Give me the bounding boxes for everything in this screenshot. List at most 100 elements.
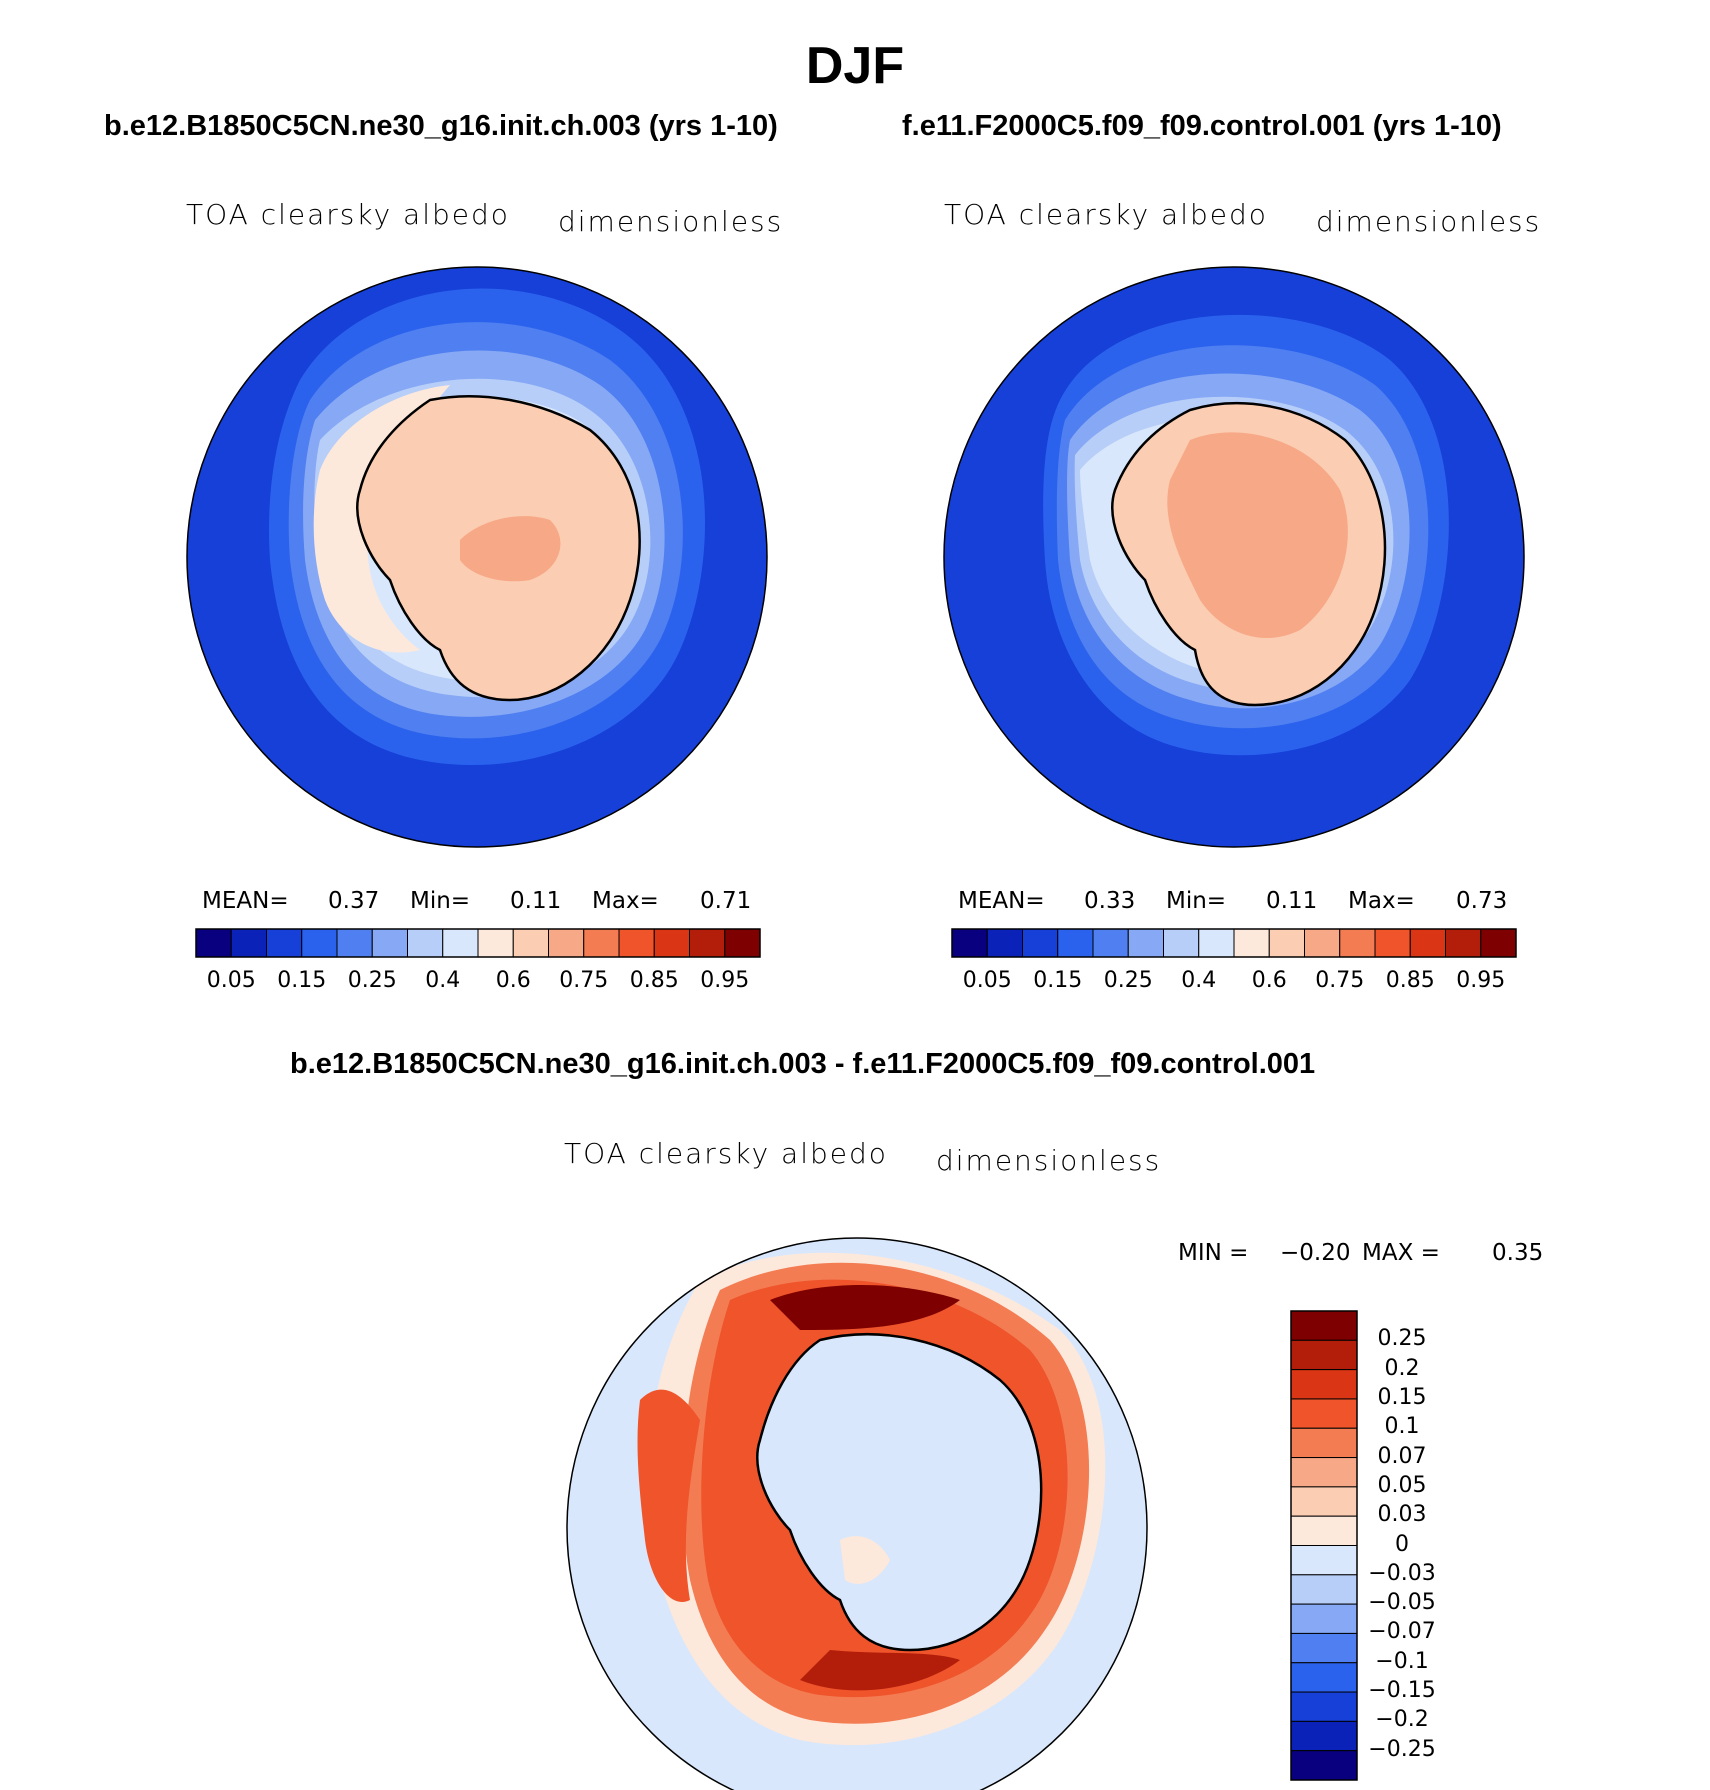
- colorbar-swatch: [1409, 928, 1446, 958]
- diff-colorbar: [1290, 1310, 1358, 1781]
- left-units-label: dimensionless: [558, 205, 784, 238]
- colorbar-swatch: [1445, 928, 1482, 958]
- diff-max-value: 0.35: [1492, 1240, 1544, 1266]
- colorbar-swatch: [1022, 928, 1059, 958]
- colorbar-swatch: [195, 928, 232, 958]
- colorbar-swatch: [724, 928, 761, 958]
- colorbar-tick-label: 0.2: [1384, 1355, 1420, 1381]
- colorbar-swatch: [1290, 1574, 1358, 1605]
- left-variable-label: TOA clearsky albedo: [186, 198, 510, 231]
- colorbar-tick-label: 0.15: [1377, 1384, 1427, 1410]
- colorbar-swatch: [1290, 1603, 1358, 1634]
- colorbar-swatch: [442, 928, 479, 958]
- colorbar-tick-label: 0.95: [1456, 968, 1506, 993]
- diff-min-value: −0.20: [1280, 1240, 1351, 1266]
- left-case-title: b.e12.B1850C5CN.ne30_g16.init.ch.003 (yr…: [104, 110, 778, 142]
- left-map-border: [186, 266, 768, 848]
- colorbar-swatch: [548, 928, 585, 958]
- colorbar-swatch: [1480, 928, 1517, 958]
- diff-units-label: dimensionless: [936, 1144, 1162, 1177]
- colorbar-swatch: [407, 928, 444, 958]
- right-colorbar-ticks: 0.05 0.15 0.25 0.4 0.6 0.75 0.85 0.95: [952, 968, 1516, 998]
- colorbar-tick-label: 0.25: [347, 968, 397, 993]
- colorbar-swatch: [301, 928, 338, 958]
- colorbar-swatch: [1290, 1486, 1358, 1517]
- colorbar-tick-label: 0.03: [1377, 1502, 1427, 1528]
- colorbar-swatch: [1290, 1545, 1358, 1576]
- colorbar-swatch: [689, 928, 726, 958]
- colorbar-tick-label: 0.05: [206, 968, 256, 993]
- colorbar-swatch: [1290, 1310, 1358, 1341]
- colorbar-tick-label: 0.25: [1377, 1326, 1427, 1352]
- colorbar-tick-label: 0.25: [1103, 968, 1153, 993]
- diff-colorbar-ticks: 0.25 0.2 0.15 0.1 0.07 0.05 0.03 0 −0.03 −0.05 −0.…: [1362, 1311, 1512, 1780]
- diff-min-label: MIN =: [1178, 1240, 1249, 1266]
- colorbar-tick-label: 0: [1395, 1531, 1409, 1557]
- left-min-label: Min=: [410, 888, 471, 914]
- colorbar-swatch: [336, 928, 373, 958]
- colorbar-swatch: [1339, 928, 1376, 958]
- colorbar-tick-label: 0.1: [1384, 1414, 1420, 1440]
- colorbar-tick-label: 0.85: [629, 968, 679, 993]
- colorbar-border: [951, 928, 1517, 958]
- colorbar-swatch: [951, 928, 988, 958]
- diff-map-border: [566, 1237, 1148, 1790]
- colorbar-border: [195, 928, 761, 958]
- colorbar-swatch: [477, 928, 514, 958]
- left-colorbar-ticks: 0.05 0.15 0.25 0.4 0.6 0.75 0.85 0.95: [196, 968, 760, 998]
- colorbar-tick-label: −0.07: [1368, 1619, 1436, 1645]
- colorbar-tick-label: 0.4: [1181, 968, 1217, 993]
- colorbar-swatch: [1304, 928, 1341, 958]
- colorbar-swatch: [266, 928, 303, 958]
- colorbar-swatch: [1290, 1662, 1358, 1693]
- main-title: DJF: [805, 37, 905, 95]
- colorbar-swatch: [653, 928, 690, 958]
- right-colorbar: [951, 928, 1517, 958]
- left-min-value: 0.11: [510, 888, 562, 914]
- colorbar-tick-label: 0.75: [1315, 968, 1365, 993]
- colorbar-swatch: [1092, 928, 1129, 958]
- colorbar-swatch: [1198, 928, 1235, 958]
- colorbar-swatch: [1268, 928, 1305, 958]
- right-min-label: Min=: [1166, 888, 1227, 914]
- colorbar-swatch: [1163, 928, 1200, 958]
- colorbar-tick-label: 0.15: [277, 968, 327, 993]
- right-map-border: [943, 266, 1525, 848]
- colorbar-swatch: [1290, 1691, 1358, 1722]
- left-max-value: 0.71: [700, 888, 752, 914]
- colorbar-swatch: [1290, 1720, 1358, 1752]
- left-max-label: Max=: [592, 888, 659, 914]
- left-mean-value: 0.37: [328, 888, 380, 914]
- colorbar-swatch: [1290, 1750, 1358, 1781]
- colorbar-tick-label: 0.6: [495, 968, 531, 993]
- colorbar-swatch: [1290, 1339, 1358, 1371]
- colorbar-swatch: [583, 928, 620, 958]
- left-mean-label: MEAN=: [202, 888, 289, 914]
- colorbar-swatch: [1290, 1515, 1358, 1546]
- colorbar-swatch: [1290, 1369, 1358, 1400]
- colorbar-swatch: [1057, 928, 1094, 958]
- colorbar-swatch: [618, 928, 655, 958]
- right-max-label: Max=: [1348, 888, 1415, 914]
- colorbar-tick-label: −0.05: [1368, 1590, 1436, 1616]
- colorbar-tick-label: 0.07: [1377, 1443, 1427, 1469]
- diff-max-label: MAX =: [1362, 1240, 1440, 1266]
- colorbar-tick-label: −0.1: [1375, 1648, 1429, 1674]
- colorbar-swatch: [371, 928, 408, 958]
- colorbar-swatch: [1374, 928, 1411, 958]
- left-colorbar: [195, 928, 761, 958]
- colorbar-tick-label: −0.25: [1368, 1736, 1436, 1762]
- diff-title: b.e12.B1850C5CN.ne30_g16.init.ch.003 - f…: [290, 1048, 1316, 1080]
- colorbar-tick-label: 0.15: [1033, 968, 1083, 993]
- colorbar-swatch: [1127, 928, 1164, 958]
- colorbar-swatch: [986, 928, 1023, 958]
- left-map: [187, 267, 767, 847]
- colorbar-swatch: [1290, 1632, 1358, 1664]
- colorbar-swatch: [512, 928, 549, 958]
- right-case-title: f.e11.F2000C5.f09_f09.control.001 (yrs 1…: [902, 110, 1502, 142]
- colorbar-tick-label: 0.85: [1385, 968, 1435, 993]
- colorbar-swatch: [1290, 1398, 1358, 1429]
- colorbar-swatch: [1290, 1427, 1358, 1459]
- diff-variable-label: TOA clearsky albedo: [564, 1137, 888, 1170]
- colorbar-tick-label: 0.4: [425, 968, 461, 993]
